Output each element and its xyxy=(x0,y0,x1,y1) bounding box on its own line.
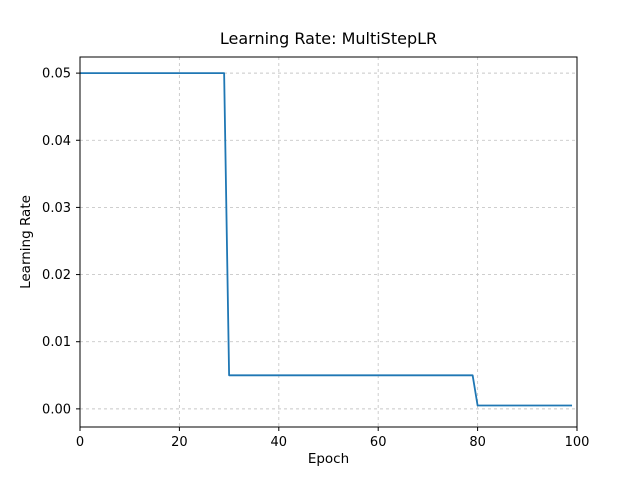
y-tick-label: 0.01 xyxy=(42,335,71,350)
y-tick-label: 0.03 xyxy=(42,201,71,216)
x-tick-label: 40 xyxy=(271,435,288,450)
y-tick-label: 0.00 xyxy=(42,402,71,417)
y-axis-label: Learning Rate xyxy=(18,195,34,289)
x-tick-label: 60 xyxy=(370,435,387,450)
x-tick-label: 0 xyxy=(76,435,84,450)
y-tick-label: 0.04 xyxy=(42,134,71,149)
y-tick-label: 0.05 xyxy=(42,67,71,82)
x-tick-label: 80 xyxy=(469,435,486,450)
text-layer: Learning Rate: MultiStepLR Epoch Learnin… xyxy=(18,29,589,467)
x-axis-label: Epoch xyxy=(308,451,349,467)
learning-rate-line xyxy=(80,72,573,407)
x-tick-label: 20 xyxy=(171,435,188,450)
chart-title: Learning Rate: MultiStepLR xyxy=(220,29,437,48)
x-tick-label: 100 xyxy=(565,435,590,450)
grid-layer xyxy=(79,57,578,427)
y-tick-label: 0.02 xyxy=(42,268,71,283)
data-layer xyxy=(80,72,573,407)
axes-frame xyxy=(79,56,578,428)
axes-layer xyxy=(76,56,578,431)
